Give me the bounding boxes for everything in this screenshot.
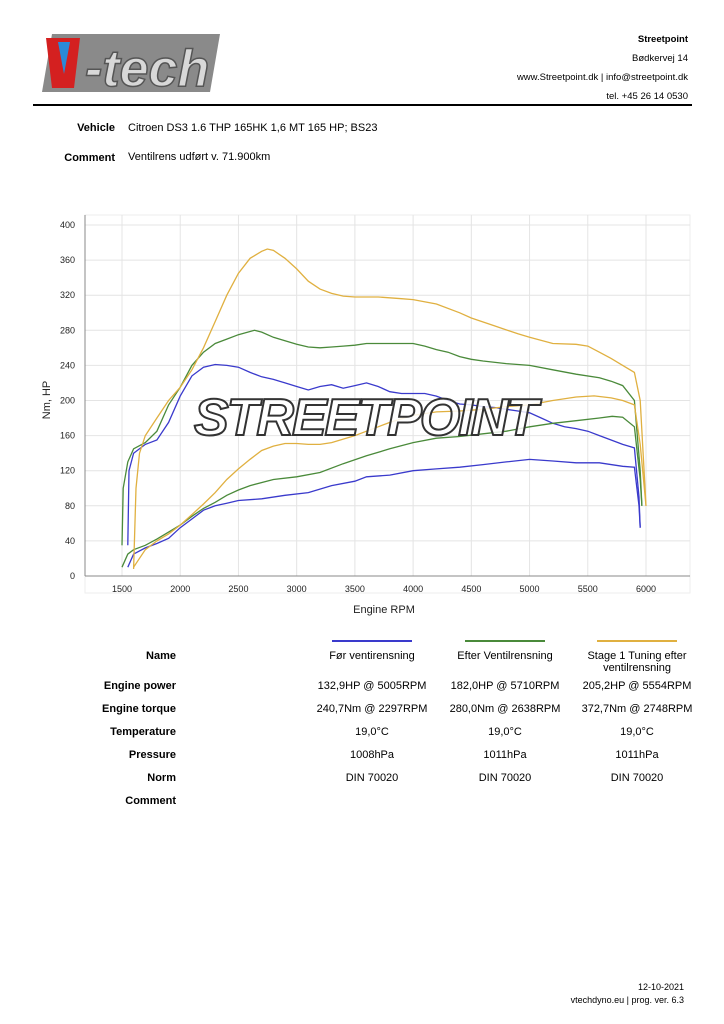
report-date: 12-10-2021 — [637, 982, 684, 992]
cell-torque: 240,7Nm @ 2297RPM — [316, 703, 428, 715]
row-label: Norm — [147, 772, 176, 784]
cell-norm: DIN 70020 — [610, 772, 664, 784]
cell-power: 132,9HP @ 5005RPM — [317, 680, 427, 692]
x-tick-label: 3500 — [345, 584, 365, 594]
x-tick-label: 6000 — [636, 584, 656, 594]
x-tick-label: 5000 — [520, 584, 540, 594]
cell-name: Stage 1 Tuning efter ventilrensning — [587, 650, 687, 674]
axis-ticks: 1500 2000 2500 3000 3500 4000 4500 5000 5500 6000… — [60, 220, 656, 594]
grid — [84, 214, 691, 594]
y-axis-label: Nm, HP — [41, 381, 53, 420]
legend-line — [597, 640, 677, 642]
y-tick-label: 280 — [60, 325, 75, 335]
footer: 12-10-2021 vtechdyno.eu | prog. ver. 6.3 — [571, 981, 684, 1007]
watermark: STREETPOINT — [194, 389, 542, 447]
cell-torque: 280,0Nm @ 2638RPM — [449, 703, 561, 715]
street: Bødkervej 14 — [632, 53, 688, 64]
y-tick-label: 160 — [60, 431, 75, 441]
cell-temp: 19,0°C — [355, 726, 389, 738]
table-row-pressure: Pressure 1008hPa 1011hPa 1011hPa — [0, 749, 724, 765]
x-tick-label: 2000 — [170, 584, 190, 594]
row-label: Engine torque — [102, 703, 176, 715]
x-tick-label: 3000 — [287, 584, 307, 594]
legend-line — [332, 640, 412, 642]
y-tick-label: 0 — [70, 571, 75, 581]
series-line-torque — [127, 363, 641, 546]
vehicle-value: Citroen DS3 1.6 THP 165HK 1,6 MT 165 HP;… — [128, 122, 378, 134]
cell-name: Efter Ventilrensning — [457, 650, 553, 662]
dyno-chart: 1500 2000 2500 3000 3500 4000 4500 5000 5500 6000… — [41, 214, 691, 616]
x-tick-label: 1500 — [112, 584, 132, 594]
x-tick-label: 4500 — [461, 584, 481, 594]
program-version: vtechdyno.eu | prog. ver. 6.3 — [570, 995, 684, 1005]
cell-temp: 19,0°C — [488, 726, 522, 738]
table-row-power: Engine power 132,9HP @ 5005RPM 182,0HP @ 5… — [0, 680, 724, 696]
cell-pressure: 1008hPa — [349, 749, 395, 761]
cell-norm: DIN 70020 — [478, 772, 532, 784]
table-row-comment: Comment — [0, 795, 724, 811]
company-address: Streetpoint Bødkervej 14 www.Streetpoint… — [517, 30, 688, 106]
y-tick-label: 80 — [65, 501, 75, 511]
x-tick-label: 4000 — [403, 584, 423, 594]
row-label: Engine power — [103, 680, 176, 692]
series-line-power — [121, 415, 643, 568]
row-label: Name — [146, 650, 176, 662]
comment-value: Ventilrens udført v. 71.900km — [128, 151, 271, 163]
table-row-norm: Norm DIN 70020 DIN 70020 DIN 70020 — [0, 772, 724, 788]
y-tick-label: 120 — [60, 466, 75, 476]
cell-pressure: 1011hPa — [483, 749, 527, 761]
y-tick-label: 240 — [60, 360, 75, 370]
x-tick-label: 2500 — [228, 584, 248, 594]
y-tick-label: 40 — [65, 536, 75, 546]
table-row-torque: Engine torque 240,7Nm @ 2297RPM 280,0Nm @ … — [0, 703, 724, 719]
series-line-power — [133, 395, 647, 568]
cell-pressure: 1011hPa — [615, 749, 659, 761]
row-label: Temperature — [110, 726, 176, 738]
row-label: Pressure — [128, 749, 176, 761]
cell-norm: DIN 70020 — [345, 772, 399, 784]
legend-line — [465, 640, 545, 642]
comment-label: Comment — [64, 152, 115, 164]
series-line-torque — [132, 248, 647, 570]
header-divider — [33, 104, 692, 106]
cell-power: 182,0HP @ 5710RPM — [450, 680, 560, 692]
y-tick-label: 320 — [60, 290, 75, 300]
y-tick-label: 400 — [60, 220, 75, 230]
series-line-torque — [121, 329, 643, 546]
cell-power: 205,2HP @ 5554RPM — [582, 680, 692, 692]
vtech-logo: -tech — [42, 34, 220, 96]
phone: tel. +45 26 14 0530 — [606, 91, 688, 102]
cell-name: Før ventirensning — [329, 650, 415, 662]
table-row-name: Name Før ventirensning Efter Ventilrensnin… — [0, 640, 724, 674]
cell-temp: 19,0°C — [620, 726, 654, 738]
x-axis-label: Engine RPM — [353, 604, 415, 616]
cell-torque: 372,7Nm @ 2748RPM — [581, 703, 693, 715]
web-email: www.Streetpoint.dk | info@streetpoint.dk — [516, 72, 688, 83]
company-name: Streetpoint — [637, 34, 688, 45]
series-lines — [121, 248, 647, 570]
svg-text:-tech: -tech — [85, 40, 209, 96]
row-label: Comment — [125, 795, 176, 807]
x-tick-label: 5500 — [578, 584, 598, 594]
series-line-power — [127, 458, 641, 568]
y-tick-label: 360 — [60, 255, 75, 265]
y-tick-label: 200 — [60, 396, 75, 406]
table-row-temp: Temperature 19,0°C 19,0°C 19,0°C — [0, 726, 724, 742]
vehicle-label: Vehicle — [77, 122, 115, 134]
